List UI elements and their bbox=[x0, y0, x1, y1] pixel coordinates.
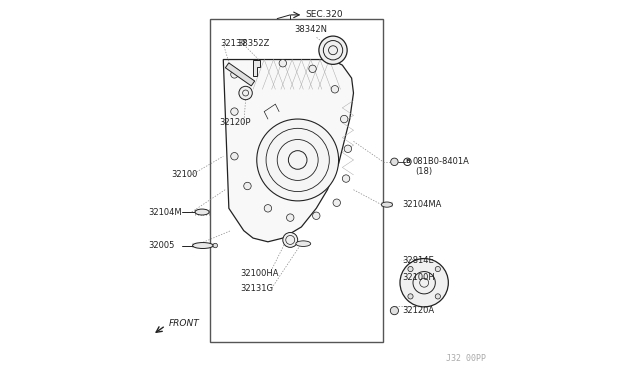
Circle shape bbox=[283, 232, 298, 247]
Polygon shape bbox=[223, 60, 353, 242]
Circle shape bbox=[400, 259, 449, 307]
Text: 32005: 32005 bbox=[148, 241, 175, 250]
Ellipse shape bbox=[296, 241, 310, 246]
Circle shape bbox=[435, 294, 440, 299]
Text: 32100: 32100 bbox=[172, 170, 198, 179]
Circle shape bbox=[342, 175, 349, 182]
Circle shape bbox=[390, 307, 399, 315]
Circle shape bbox=[264, 205, 271, 212]
Text: J32 00PP: J32 00PP bbox=[447, 355, 486, 363]
Circle shape bbox=[287, 214, 294, 221]
Circle shape bbox=[331, 86, 339, 93]
Ellipse shape bbox=[381, 202, 392, 207]
Circle shape bbox=[231, 108, 238, 115]
Text: 38352Z: 38352Z bbox=[237, 39, 270, 48]
Text: 32131G: 32131G bbox=[240, 284, 273, 293]
Ellipse shape bbox=[193, 243, 213, 248]
Text: 32814E: 32814E bbox=[402, 256, 433, 265]
Text: 32120A: 32120A bbox=[402, 306, 434, 315]
Text: 32100HA: 32100HA bbox=[240, 269, 278, 278]
Circle shape bbox=[309, 65, 316, 73]
Text: (18): (18) bbox=[415, 167, 432, 176]
Circle shape bbox=[257, 119, 339, 201]
Bar bbox=[211, 19, 383, 342]
Circle shape bbox=[244, 182, 251, 190]
Circle shape bbox=[333, 199, 340, 206]
Circle shape bbox=[239, 86, 252, 100]
Text: SEC.320: SEC.320 bbox=[305, 10, 343, 19]
Circle shape bbox=[340, 115, 348, 123]
Text: 32120P: 32120P bbox=[219, 118, 250, 127]
Text: 081B0-8401A: 081B0-8401A bbox=[412, 157, 469, 166]
Circle shape bbox=[408, 266, 413, 272]
Polygon shape bbox=[225, 63, 255, 86]
Circle shape bbox=[319, 36, 347, 64]
Circle shape bbox=[279, 60, 287, 67]
Circle shape bbox=[344, 145, 351, 153]
Polygon shape bbox=[253, 60, 260, 76]
Circle shape bbox=[408, 294, 413, 299]
Text: 32104M: 32104M bbox=[148, 208, 182, 217]
Text: FRONT: FRONT bbox=[168, 319, 199, 328]
Text: 38342N: 38342N bbox=[294, 25, 327, 34]
Text: 32137: 32137 bbox=[221, 39, 247, 48]
Circle shape bbox=[231, 71, 238, 78]
Text: 32104MA: 32104MA bbox=[402, 200, 441, 209]
Ellipse shape bbox=[195, 209, 209, 215]
Circle shape bbox=[435, 266, 440, 272]
Circle shape bbox=[390, 158, 398, 166]
Circle shape bbox=[231, 153, 238, 160]
Circle shape bbox=[213, 243, 218, 248]
Text: 32100H: 32100H bbox=[402, 273, 435, 282]
Text: B: B bbox=[405, 159, 410, 164]
Circle shape bbox=[312, 212, 320, 219]
